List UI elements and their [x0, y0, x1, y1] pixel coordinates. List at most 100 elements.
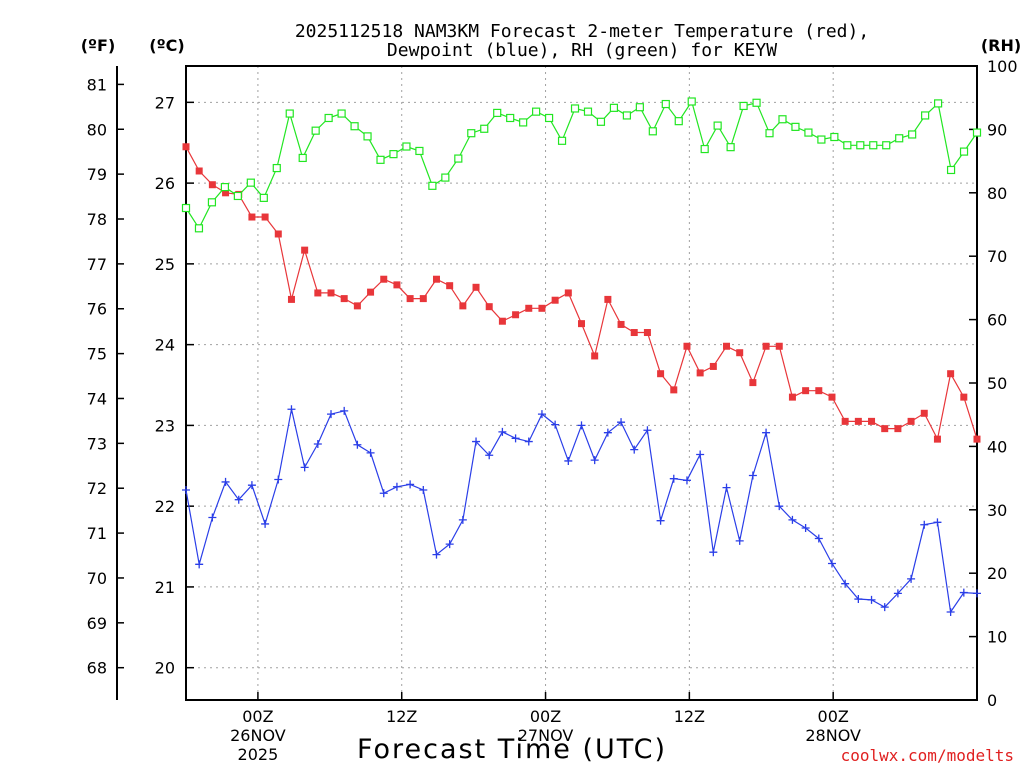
dewpoint-point: [458, 515, 467, 524]
dewpoint-point: [920, 520, 929, 529]
rh-tick-label: 100: [987, 57, 1018, 76]
2-meter-temperature-point: [696, 369, 704, 377]
rh-point: [467, 129, 476, 138]
time-tick-label: 26NOV: [230, 726, 286, 745]
2-meter-temperature-point: [564, 289, 572, 297]
dewpoint-point: [959, 588, 968, 597]
celsius-tick-label: 23: [155, 416, 175, 435]
dewpoint-point: [182, 486, 190, 495]
dewpoint-point: [775, 502, 784, 511]
dewpoint-point: [274, 475, 283, 484]
2-meter-temperature-point: [248, 213, 256, 221]
rh-point: [752, 98, 761, 107]
rh-axis: 0 10 20 30 40 50 60 70 80 90 100: [969, 57, 1018, 710]
2-meter-temperature-point: [907, 417, 915, 425]
time-tick-label: 00Z: [818, 707, 849, 726]
rh-point: [454, 154, 463, 163]
rh-point: [908, 130, 917, 139]
dewpoint-point: [485, 451, 494, 460]
2-meter-temperature-point: [657, 370, 665, 378]
2-meter-temperature-point: [551, 296, 559, 304]
2-meter-temperature-point: [775, 342, 783, 350]
rh-point: [622, 111, 631, 120]
dewpoint-point: [327, 410, 336, 419]
x-axis-title: Forecast Time (UTC): [357, 734, 667, 765]
rh-point: [519, 118, 528, 127]
rh-tick-label: 20: [987, 564, 1007, 583]
rh-point: [350, 122, 359, 131]
dewpoint-point: [827, 559, 836, 568]
dewpoint-point: [933, 518, 942, 527]
2-meter-temperature-point: [195, 167, 203, 175]
dewpoint-point: [261, 519, 270, 528]
dewpoint-point: [313, 439, 322, 448]
dewpoint-point: [854, 595, 863, 604]
celsius-tick-label: 21: [155, 578, 175, 597]
2-meter-temperature-point: [406, 295, 414, 303]
2-meter-temperature-point: [578, 320, 585, 328]
rh-point: [233, 191, 242, 201]
rh-point: [298, 153, 307, 163]
fahrenheit-tick-label: 76: [87, 300, 107, 319]
dewpoint-point: [353, 440, 362, 449]
fahrenheit-unit-label: (ºF): [81, 36, 116, 55]
2-meter-temperature-point: [222, 189, 230, 197]
celsius-tick-label: 27: [155, 93, 175, 112]
2-meter-temperature-point: [459, 302, 467, 310]
celsius-tick-label: 25: [155, 255, 175, 274]
dewpoint-point: [366, 448, 375, 457]
2-meter-temperature-point: [802, 387, 810, 395]
2-meter-temperature-point: [841, 417, 849, 425]
fahrenheit-tick-label: 68: [87, 659, 107, 678]
rh-point: [933, 99, 943, 108]
rh-unit-label: (RH): [981, 36, 1021, 55]
2-meter-temperature-point: [788, 393, 796, 401]
rh-point: [220, 182, 230, 192]
2-meter-temperature-point: [591, 352, 599, 360]
dewpoint-point: [748, 471, 757, 480]
rh-series: [181, 97, 982, 233]
dewpoint-point: [893, 589, 902, 598]
rh-point: [972, 128, 982, 137]
fahrenheit-tick-label: 81: [87, 75, 107, 94]
2-meter-temperature-point: [432, 275, 440, 283]
dewpoint-point: [669, 474, 678, 483]
dewpoint-point: [788, 515, 797, 524]
2-meter-temperature-point: [287, 295, 295, 303]
2-meter-temperature-point: [920, 409, 928, 417]
2-meter-temperature-point: [301, 246, 309, 254]
rh-point: [804, 128, 813, 137]
2-meter-temperature-point: [340, 295, 348, 303]
dewpoint-line: [185, 409, 978, 614]
2-meter-temperature-point: [762, 342, 770, 350]
dewpoint-point: [379, 489, 388, 498]
fahrenheit-tick-label: 71: [87, 524, 107, 543]
rh-point: [363, 132, 372, 141]
fahrenheit-tick-label: 75: [87, 345, 107, 364]
rh-point: [882, 141, 891, 150]
dewpoint-point: [617, 418, 626, 427]
rh-point: [635, 103, 644, 112]
fahrenheit-tick-label: 70: [87, 569, 107, 588]
rh-point: [272, 163, 281, 173]
2-meter-temperature-point: [960, 393, 968, 401]
2-meter-temperature-point: [868, 417, 876, 425]
rh-point: [609, 103, 619, 112]
rh-point: [946, 165, 956, 175]
rh-point: [506, 113, 515, 123]
2-meter-temperature-point: [182, 143, 190, 151]
2-meter-temperature-point: [327, 289, 335, 297]
2-meter-temperature-point: [274, 230, 282, 238]
2-meter-temperature-point: [419, 295, 427, 303]
rh-point: [674, 117, 683, 126]
fahrenheit-tick-label: 72: [87, 479, 107, 498]
dewpoint-point: [841, 579, 850, 588]
2-meter-temperature-point: [525, 304, 533, 312]
time-tick-label: 12Z: [386, 707, 417, 726]
rh-point: [207, 198, 217, 207]
rh-point: [648, 127, 657, 136]
rh-point: [661, 99, 670, 109]
dewpoint-point: [221, 477, 230, 486]
2-meter-temperature-point: [446, 282, 454, 290]
